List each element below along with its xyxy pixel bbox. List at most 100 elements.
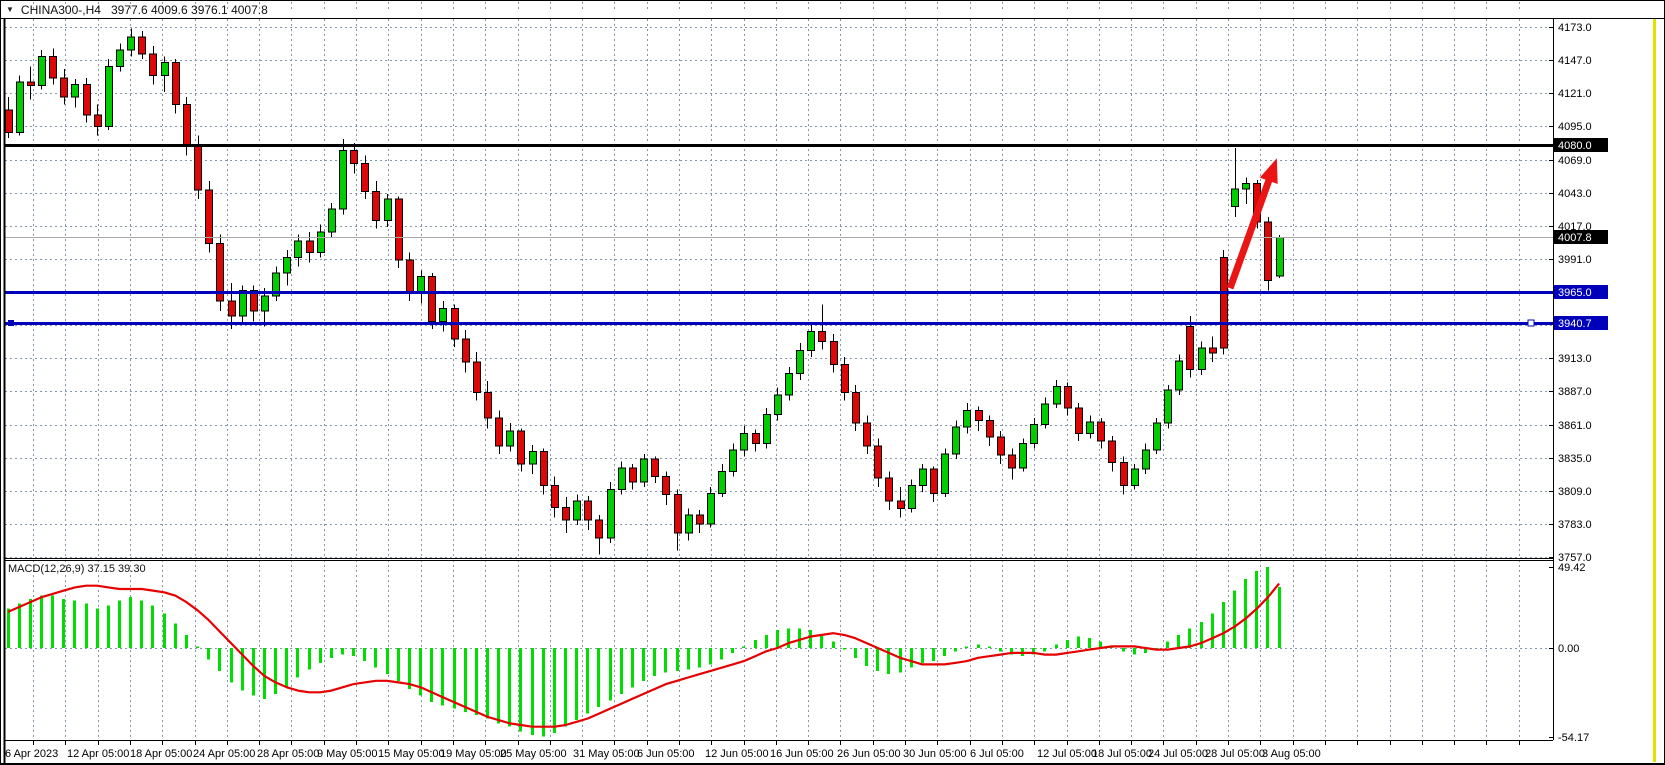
candle — [796, 342, 804, 380]
macd-axis-label: 49.42 — [1558, 562, 1586, 574]
macd-histogram-bar — [597, 648, 600, 708]
price-axis-label: 3835.0 — [1558, 453, 1592, 465]
candle — [484, 381, 492, 429]
macd-histogram-bar — [943, 648, 946, 657]
macd-histogram-bar — [1055, 644, 1058, 648]
macd-histogram-bar — [653, 648, 656, 676]
candle — [328, 202, 336, 238]
candle — [283, 249, 291, 286]
candle — [674, 489, 682, 551]
time-axis[interactable]: 6 Apr 2023 12 Apr 05:00 18 Apr 05:00 24 Apr… — [5, 741, 1520, 760]
candle — [1164, 385, 1172, 429]
macd-histogram-bar — [1244, 579, 1247, 648]
macd-histogram-bar — [374, 648, 377, 668]
candle — [495, 410, 503, 454]
candle — [473, 351, 481, 401]
macd-histogram-bar — [330, 648, 333, 658]
candle — [339, 139, 347, 215]
macd-histogram-bar — [731, 648, 734, 653]
candle — [763, 407, 771, 449]
time-axis-label: 6 Jul 05:00 — [970, 748, 1024, 760]
macd-histogram-bar — [542, 648, 545, 737]
price-axis-label: 4173.0 — [1558, 22, 1592, 34]
macd-histogram-bar — [386, 648, 389, 675]
candle — [384, 193, 392, 228]
candle — [1153, 418, 1161, 454]
candle — [294, 234, 302, 267]
macd-histogram-bar — [1144, 648, 1147, 653]
macd-histogram-bar — [341, 648, 344, 655]
macd-histogram-bar — [1032, 648, 1035, 655]
macd-histogram-bar — [352, 648, 355, 657]
macd-histogram-bar — [497, 648, 500, 724]
macd-axis-label: 0.00 — [1558, 643, 1579, 655]
macd-histogram-bar — [319, 648, 322, 663]
macd-histogram-bar — [1010, 648, 1013, 655]
macd-histogram-bar — [631, 648, 634, 688]
candle — [16, 75, 24, 136]
candle — [172, 58, 180, 114]
candle — [885, 471, 893, 510]
macd-histogram-bar — [453, 648, 456, 709]
macd-histogram-bar — [999, 648, 1002, 652]
hline-handle-left[interactable] — [8, 320, 14, 326]
candle — [1108, 435, 1116, 472]
candle — [1242, 177, 1250, 205]
candle — [986, 415, 994, 447]
macd-histogram-bar — [218, 648, 221, 671]
candle — [729, 443, 737, 477]
candle — [752, 429, 760, 452]
candle — [874, 438, 882, 487]
candle — [908, 479, 916, 513]
macd-histogram-bar — [787, 628, 790, 648]
candle — [963, 402, 971, 434]
candle — [818, 304, 826, 350]
time-axis-label: 28 Apr 05:00 — [257, 748, 319, 760]
candle — [228, 283, 236, 329]
grid — [5, 2, 1553, 740]
macd-histogram-bar — [754, 639, 757, 648]
macd-axis[interactable]: 49.42 0.00 -54.17 — [1549, 562, 1589, 744]
hline-handle-center[interactable] — [1527, 319, 1535, 327]
macd-histogram-bar — [954, 648, 957, 652]
macd-histogram-bar — [921, 648, 924, 663]
price-axis-label: 4095.0 — [1558, 121, 1592, 133]
symbol-dropdown-icon[interactable]: ▼ — [6, 5, 14, 14]
time-axis-label: 12 Jul 05:00 — [1037, 748, 1097, 760]
macd-histogram-bar — [865, 648, 868, 667]
price-axis[interactable]: 4173.04147.04121.04095.04069.04043.04017… — [1549, 22, 1608, 564]
macd-histogram-bar — [296, 648, 299, 678]
time-axis-label: 12 Apr 05:00 — [67, 748, 129, 760]
macd-histogram-bar — [285, 648, 288, 688]
macd-histogram-bar — [765, 634, 768, 648]
candle — [897, 486, 905, 518]
candle — [27, 66, 35, 100]
macd-histogram-bar — [363, 648, 366, 662]
macd-histogram-bar — [419, 648, 422, 696]
macd-histogram-bar — [820, 634, 823, 648]
candle — [1186, 316, 1194, 378]
price-axis-label: 4069.0 — [1558, 155, 1592, 167]
candle — [49, 48, 57, 85]
candle — [662, 471, 670, 505]
candle — [595, 514, 603, 555]
time-axis-label: 6 Apr 2023 — [5, 748, 58, 760]
macd-histogram-bar — [586, 648, 589, 714]
candle — [1198, 341, 1206, 375]
trend-arrow[interactable] — [1226, 158, 1278, 290]
macd-histogram-bar — [40, 595, 43, 648]
macd-histogram-bar — [18, 603, 21, 648]
macd-histogram-bar — [832, 641, 835, 648]
macd-histogram-bar — [397, 648, 400, 681]
candle — [774, 387, 782, 421]
macd-histogram-bar — [676, 648, 679, 671]
macd-histogram-bar — [887, 648, 890, 675]
time-axis-label: 6 Jun 05:00 — [637, 748, 695, 760]
svg-text:4007.8: 4007.8 — [1558, 232, 1592, 244]
macd-histogram-bar — [1266, 567, 1269, 648]
macd-histogram-bar — [564, 648, 567, 727]
candle — [618, 461, 626, 495]
macd-histogram-bar — [1222, 602, 1225, 648]
